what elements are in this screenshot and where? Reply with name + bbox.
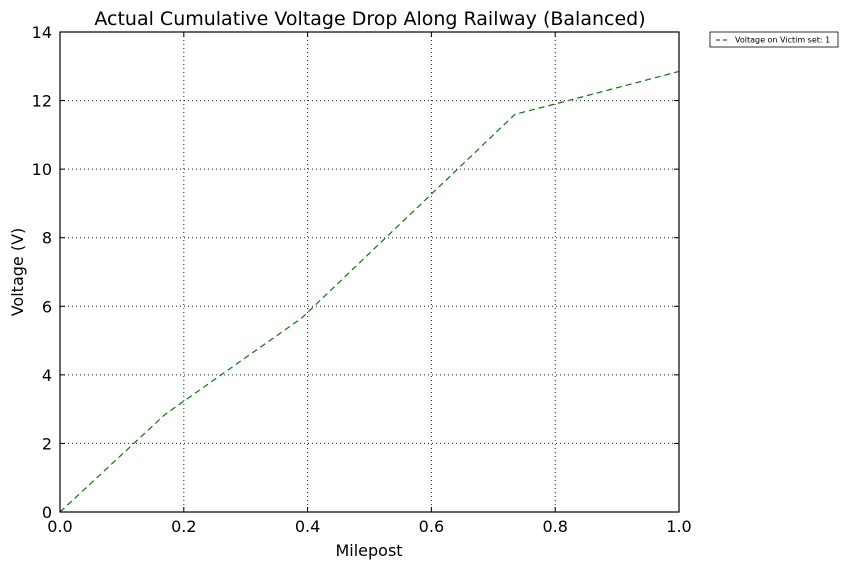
y-tick-label: 14	[32, 23, 52, 42]
x-tick-label: 1.0	[666, 517, 691, 536]
chart-title: Actual Cumulative Voltage Drop Along Rai…	[94, 8, 645, 30]
y-tick-label: 12	[32, 92, 52, 111]
legend: Voltage on Victim set: 1	[709, 31, 839, 48]
grid	[60, 32, 679, 512]
x-tick-label: 0.0	[47, 517, 72, 536]
y-tick-label: 8	[42, 229, 52, 248]
y-tick-label: 6	[42, 297, 52, 316]
legend-entry: Voltage on Victim set: 1	[735, 36, 830, 45]
plot-frame	[59, 31, 680, 513]
legend-box	[709, 31, 839, 48]
x-axis-label: Milepost	[335, 541, 402, 560]
y-tick-label: 10	[32, 160, 52, 179]
x-tick-label: 0.2	[171, 517, 196, 536]
y-tick-label: 4	[42, 366, 52, 385]
y-tick-label: 0	[42, 503, 52, 522]
plot-area	[59, 70, 680, 513]
y-tick-label: 2	[42, 434, 52, 453]
x-tick-label: 0.6	[419, 517, 444, 536]
x-tick-label: 0.4	[295, 517, 320, 536]
axis-ticks	[59, 31, 680, 513]
series-line	[59, 70, 680, 513]
y-axis-label: Voltage (V)	[8, 228, 27, 317]
x-tick-label: 0.8	[542, 517, 567, 536]
